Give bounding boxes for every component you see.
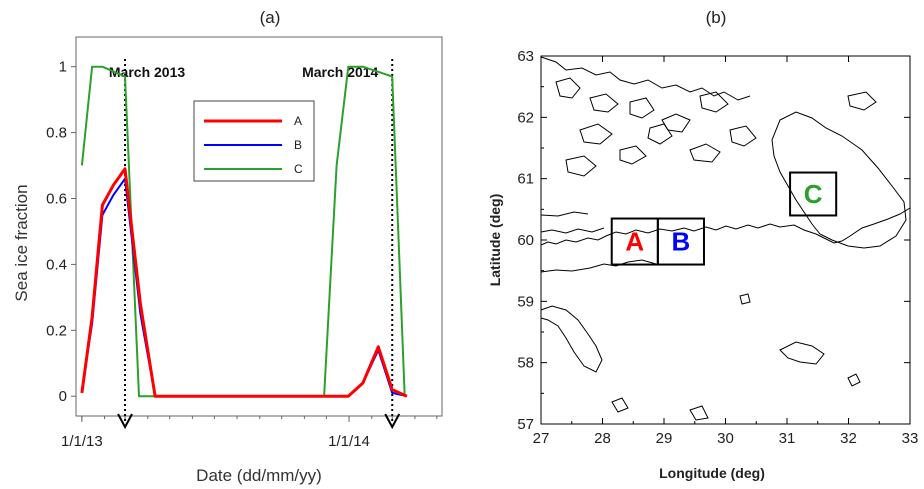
- chart-a-plot-frame: [75, 36, 443, 417]
- x-tick-label: 1/1/13: [61, 433, 103, 450]
- x-tick-label: 28: [594, 430, 611, 447]
- y-tick-label: 0.8: [46, 125, 67, 142]
- y-tick-label: 0: [59, 388, 67, 405]
- series-line-a: [80, 167, 408, 398]
- y-tick-label: 60: [517, 232, 534, 249]
- y-tick-label: 0.4: [46, 256, 67, 273]
- x-tick-label: 30: [717, 430, 734, 447]
- y-tick-label: 59: [517, 293, 534, 310]
- chart-a-legend: ABC: [193, 100, 315, 182]
- region-label-b: B: [672, 227, 691, 257]
- chart-b-panel-label: (b): [706, 8, 727, 27]
- legend-label: A: [294, 114, 302, 128]
- x-tick-label: 1/1/14: [328, 433, 370, 450]
- chart-a-panel-label: (a): [260, 8, 281, 27]
- legend-label: C: [294, 162, 303, 176]
- region-label-a: A: [625, 227, 644, 257]
- y-tick-label: 1: [59, 59, 67, 76]
- chart-a: (a) 0 0.2 0.4 0.6 0.8 1 1/1/13 1/1/14 March 201…: [12, 8, 443, 485]
- x-tick-label: 31: [779, 430, 796, 447]
- coastline: [540, 56, 911, 421]
- y-tick-label: 57: [517, 416, 534, 433]
- x-tick-label: 29: [656, 430, 673, 447]
- annotation-label: March 2014: [302, 64, 378, 80]
- arrow-head-icon: [384, 413, 401, 430]
- arrow-head-icon: [117, 413, 133, 430]
- y-tick-label: 62: [517, 109, 534, 126]
- y-tick-label: 63: [517, 48, 534, 65]
- chart-b-y-axis-title: Latitude (deg): [487, 194, 503, 287]
- region-label-c: C: [804, 179, 823, 209]
- chart-b-map: (b): [487, 8, 918, 481]
- chart-a-y-axis-title: Sea ice fraction: [12, 184, 31, 301]
- y-tick-label: 61: [517, 171, 534, 188]
- x-tick-label: 33: [902, 430, 919, 447]
- y-tick-label: 58: [517, 355, 534, 372]
- region-box-c: [789, 171, 838, 217]
- legend-label: B: [294, 138, 302, 152]
- y-tick-label: 0.2: [46, 322, 67, 339]
- y-tick-label: 0.6: [46, 190, 67, 207]
- chart-a-x-axis-title: Date (dd/mm/yy): [196, 466, 322, 485]
- legend-box: [193, 100, 315, 182]
- x-tick-label: 27: [533, 430, 550, 447]
- region-box-b: [656, 217, 705, 266]
- annotation-label: March 2013: [109, 64, 185, 80]
- chart-b-x-axis-title: Longitude (deg): [659, 465, 765, 481]
- x-tick-label: 32: [840, 430, 857, 447]
